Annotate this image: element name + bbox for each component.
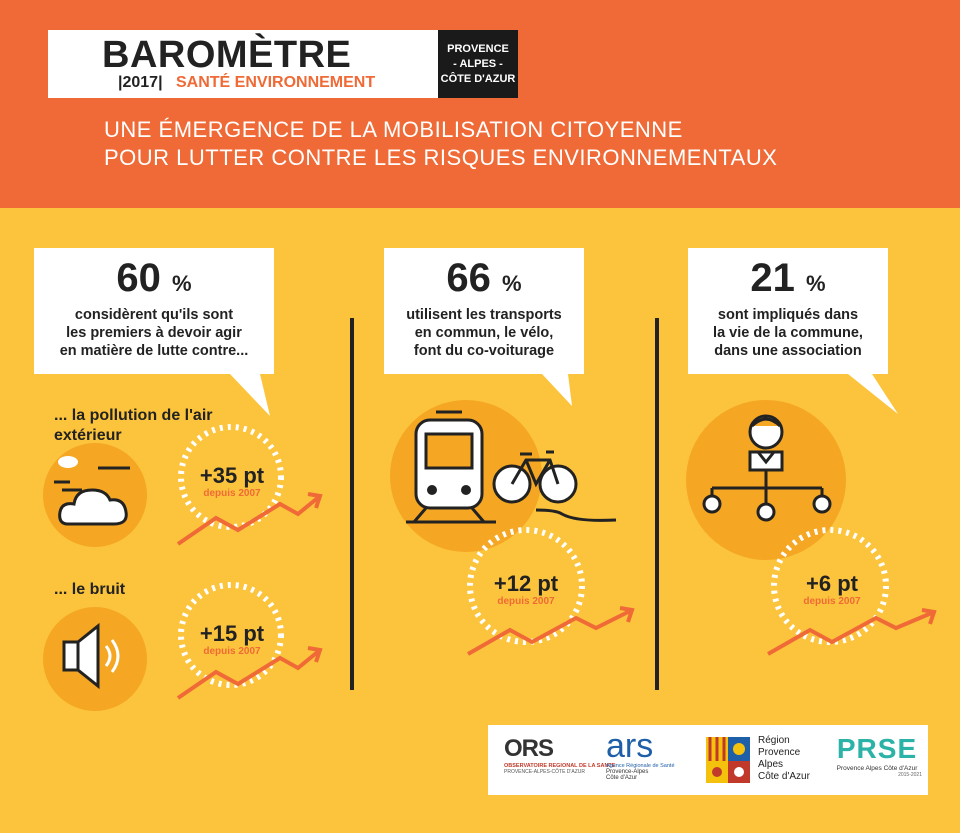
ars-logo-line-3: Côte d'Azur [606,775,638,781]
region-line-1: PROVENCE [447,42,509,55]
speech-bubble-2 [384,248,584,406]
region-line-3: CÔTE D'AZUR [440,72,516,85]
gain-noise: +15 pt depuis 2007 [186,621,278,658]
gain-chart-air [176,424,323,546]
ors-logo: ORS OBSERVATOIRE REGIONAL DE LA SANTE PR… [504,735,616,775]
partner-logos: ORS OBSERVATOIRE REGIONAL DE LA SANTE PR… [488,725,928,795]
stat-3-line-3: dans une association [714,343,862,359]
stat-3-value: 21 % [750,256,826,300]
region-coat-of-arms-icon [706,737,750,783]
headline-line-2: POUR LUTTER CONTRE LES RISQUES ENVIRONNE… [104,145,778,170]
title-box: BAROMÈTRE |2017| SANTÉ ENVIRONNEMENT [48,30,438,98]
gain-chart-community [767,527,937,656]
region-logo-line-3: Alpes [758,759,784,770]
region-logo-text: Région Provence Alpes Côte d'Azur [758,735,810,783]
item-air-label: ... la pollution de l'air extérieur [54,407,213,444]
stat-1-line-3: en matière de lutte contre... [59,343,249,359]
prse-logo-line-2: 2015-2021 [898,772,922,778]
stat-3-line-1: sont impliqués dans [717,307,859,323]
ars-logo-text: ars [606,727,654,765]
prse-logo: PRSE Provence Alpes Côte d'Azur 2015-202… [832,733,922,778]
stat-2-value: 66 % [446,256,522,300]
gain-noise-since: depuis 2007 [203,646,261,657]
stat-2-line-3: font du co-voiturage [413,343,555,359]
title: BAROMÈTRE [102,34,352,76]
ars-logo-line-1: Agence Régionale de Santé [606,763,675,769]
gain-chart-transport [467,527,635,656]
speech-bubble-1 [34,248,274,416]
headline: UNE ÉMERGENCE DE LA MOBILISATION CITOYEN… [104,116,864,172]
community-icon [686,400,846,560]
ars-logo: ars Agence Régionale de Santé Provence-A… [606,729,696,781]
gain-air: +35 pt depuis 2007 [186,463,278,500]
stat-2: 66 % utilisent les transports en commun,… [384,256,584,360]
gain-community-since: depuis 2007 [803,596,861,607]
stat-3: 21 % sont impliqués dans la vie de la co… [688,256,888,360]
cloud-icon [43,443,147,547]
stat-1: 60 % considèrent qu'ils sont les premier… [34,256,274,360]
gain-transport-value: +12 pt [493,571,559,596]
region-badge: PROVENCE - ALPES - CÔTE D'AZUR [438,30,518,98]
gain-transport-since: depuis 2007 [497,596,555,607]
prse-logo-line-1: Provence Alpes Côte d'Azur [836,765,918,772]
gain-transport: +12 pt depuis 2007 [480,571,572,608]
ors-logo-text: ORS [504,735,554,762]
gain-community: +6 pt depuis 2007 [786,571,878,608]
region-line-2: - ALPES - [453,57,503,70]
gain-chart-noise [176,582,323,700]
gain-noise-value: +15 pt [199,621,265,646]
header-banner: BAROMÈTRE |2017| SANTÉ ENVIRONNEMENT PRO… [0,0,960,208]
prse-logo-text: PRSE [836,733,918,764]
speech-bubble-3 [688,248,898,414]
region-logo-line-1: Région [758,735,790,746]
stat-1-value: 60 % [116,256,192,300]
headline-line-1: UNE ÉMERGENCE DE LA MOBILISATION CITOYEN… [104,117,683,142]
speaker-icon [43,607,147,711]
region-logo-line-2: Provence [758,747,801,758]
separator-2 [655,318,659,690]
ars-logo-line-2: Provence-Alpes [606,769,649,775]
subtitle: SANTÉ ENVIRONNEMENT [176,74,376,91]
stat-2-line-2: en commun, le vélo, [414,325,554,341]
title-year: |2017| [118,74,163,91]
ors-logo-line-2: PROVENCE-ALPES-CÔTE D'AZUR [504,769,585,775]
train-bike-icon [390,400,617,552]
stat-1-line-2: les premiers à devoir agir [66,325,242,341]
gain-community-value: +6 pt [806,571,858,596]
stat-2-line-1: utilisent les transports [406,307,562,323]
ors-logo-line-1: OBSERVATOIRE REGIONAL DE LA SANTE [504,763,616,769]
separator-1 [350,318,354,690]
item-noise-label: ... le bruit [54,581,126,598]
stat-3-line-2: la vie de la commune, [713,325,863,341]
gain-air-value: +35 pt [199,463,265,488]
gain-air-since: depuis 2007 [203,488,261,499]
region-logo-line-4: Côte d'Azur [758,771,810,782]
stat-1-line-1: considèrent qu'ils sont [74,307,234,323]
